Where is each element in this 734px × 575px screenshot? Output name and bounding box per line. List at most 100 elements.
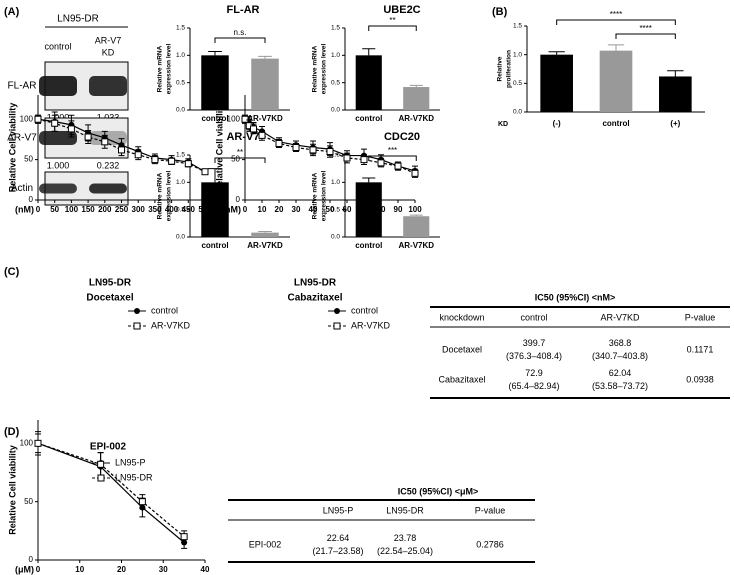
panel-label: (B) (492, 6, 508, 18)
data-point (309, 146, 317, 154)
y-axis-label: Relative mRNA (157, 172, 164, 219)
data-point (67, 125, 75, 133)
bar (355, 55, 382, 110)
significance-bracket (368, 25, 417, 31)
table-cell: 22.64 (327, 533, 350, 543)
y-tick-label: 1.0 (513, 51, 522, 58)
panel-label: (C) (4, 266, 20, 278)
error-bar (667, 70, 684, 77)
bar (659, 76, 692, 112)
x-tick-label: 500 (198, 205, 212, 214)
data-point (343, 154, 351, 162)
x-tick-label: 100 (65, 205, 79, 214)
y-axis-label: Relative Cell viability (7, 445, 17, 535)
x-tick-label: control (201, 114, 228, 123)
series-line (37, 442, 185, 538)
data-point (258, 131, 266, 139)
band (89, 131, 127, 145)
y-axis-label: Relative Cell viability (7, 103, 17, 193)
significance-bracket (214, 157, 266, 163)
data-point (138, 498, 146, 506)
table-cell: (21.7–23.58) (312, 546, 363, 556)
table-cell: (376.3–408.4) (506, 351, 562, 361)
y-tick-label: 1.5 (331, 152, 340, 159)
y-tick-label: 0.0 (513, 109, 522, 116)
quantification: 1.000 (47, 160, 70, 170)
x-tick-label: (+) (670, 119, 680, 128)
table-cell: 23.78 (394, 533, 417, 543)
table-header: AR-V7KD (600, 312, 640, 322)
y-axis-label: expression level (321, 44, 328, 95)
error-bar (409, 84, 423, 88)
series-line (37, 118, 206, 173)
x-tick-label: 0 (36, 205, 41, 214)
band (39, 131, 77, 145)
data-point (250, 125, 257, 133)
x-tick-label: 0 (243, 205, 248, 214)
y-axis-label: Relative Cell viability (214, 103, 224, 193)
bar (355, 182, 382, 237)
x-tick-label: 300 (132, 205, 146, 214)
table-header: LN95-P (323, 505, 354, 515)
legend-label: control (351, 305, 378, 315)
x-tick-label: 200 (98, 205, 112, 214)
legend-label: AR-V7KD (351, 320, 391, 330)
x-tick-label: 10 (258, 205, 267, 214)
data-point (97, 460, 105, 468)
band (39, 76, 77, 96)
y-tick-label: 1.5 (176, 25, 185, 32)
y-tick-label: 0 (29, 555, 34, 564)
lane-label: control (44, 41, 71, 51)
y-tick-label: 0.5 (176, 206, 185, 213)
y-axis-label: expression level (166, 171, 173, 222)
chart-title: CDC20 (384, 131, 420, 143)
significance-label: **** (610, 10, 622, 19)
data-point (360, 156, 368, 164)
data-point (168, 157, 176, 165)
y-axis-label: proliferation (506, 50, 513, 88)
data-point (292, 144, 300, 151)
y-tick-label: 0.0 (176, 107, 185, 114)
error-bar (409, 214, 423, 217)
y-tick-label: 100 (20, 438, 34, 447)
y-tick-label: 100 (20, 114, 34, 123)
chart-title: UBE2C (383, 4, 420, 16)
y-axis-label: expression level (166, 44, 173, 95)
data-point (377, 159, 385, 167)
legend-label: AR-V7KD (151, 320, 191, 330)
error-bar (548, 51, 565, 55)
y-tick-label: 1.5 (331, 25, 340, 32)
table-cell: EPI-002 (249, 539, 282, 549)
x-tick-label: 50 (50, 205, 59, 214)
y-tick-label: 0.0 (331, 234, 340, 241)
legend-marker (134, 308, 140, 314)
x-tick-label: 400 (165, 205, 179, 214)
x-tick-label: 0 (36, 565, 41, 574)
significance-label: n.s. (234, 28, 247, 37)
legend-marker (333, 322, 341, 330)
lane-label: KD (102, 47, 115, 57)
x-tick-label: 20 (117, 565, 126, 574)
x-tick-label: control (355, 114, 382, 123)
band (89, 183, 127, 194)
y-tick-label: 1.0 (331, 52, 340, 59)
y-tick-label: 1.0 (176, 52, 185, 59)
x-tick-label: 40 (309, 205, 318, 214)
error-bar (258, 55, 272, 59)
data-point (34, 115, 42, 123)
x-tick-label: 70 (360, 205, 369, 214)
table-cell: 368.8 (609, 338, 632, 348)
error-bar (208, 51, 222, 56)
band (89, 76, 127, 96)
bar (251, 58, 279, 110)
legend-marker (97, 474, 105, 482)
x-tick-label: 10 (75, 565, 84, 574)
chart-subtitle: Docetaxel (86, 293, 133, 304)
y-tick-label: 0.5 (176, 79, 185, 86)
legend-label: LN95-P (115, 457, 146, 467)
x-tick-label: 20 (275, 205, 284, 214)
data-point (411, 169, 419, 177)
quantification: 1.033 (97, 112, 120, 122)
y-tick-label: 50 (24, 155, 33, 164)
